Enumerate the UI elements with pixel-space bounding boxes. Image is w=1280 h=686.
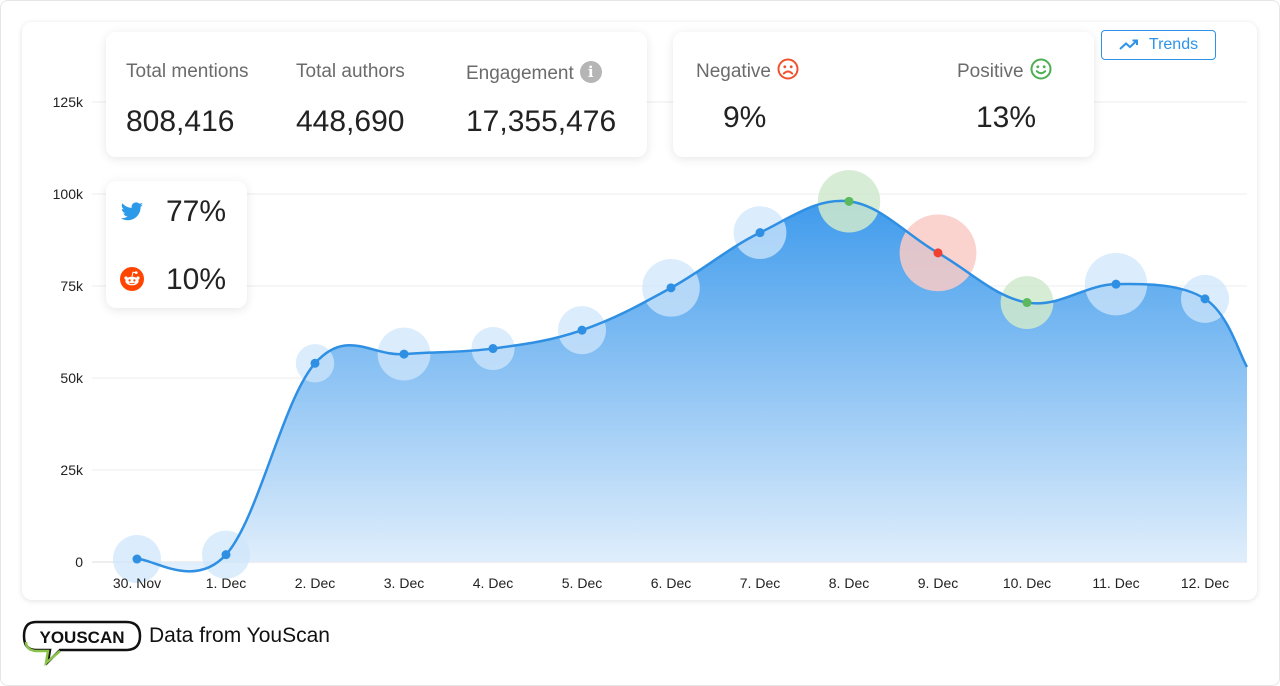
series-line — [136, 199, 1249, 573]
engagement-label-text: Engagement — [466, 63, 574, 84]
y-tick-label: 125k — [53, 94, 84, 110]
x-tick-label: 8. Dec — [829, 575, 869, 591]
y-tick-label: 100k — [53, 186, 84, 202]
data-point — [1111, 279, 1121, 289]
total-mentions-value: 808,416 — [126, 105, 235, 138]
data-point — [1022, 298, 1032, 308]
x-tick-label: 3. Dec — [384, 575, 424, 591]
data-point — [221, 550, 231, 560]
data-point — [577, 325, 587, 335]
x-tick-label: 10. Dec — [1003, 575, 1051, 591]
positive-label-text: Positive — [957, 61, 1024, 82]
data-point — [933, 248, 943, 258]
x-tick-label: 9. Dec — [918, 575, 958, 591]
data-point — [310, 358, 320, 368]
engagement-value: 17,355,476 — [466, 105, 617, 138]
total-authors-label: Total authors — [296, 61, 405, 82]
info-icon[interactable]: i — [579, 61, 602, 83]
x-tick-label: 1. Dec — [206, 575, 246, 591]
x-tick-label: 11. Dec — [1092, 575, 1139, 591]
trend-up-icon — [1119, 39, 1138, 50]
positive-value: 13% — [976, 101, 1037, 134]
reddit-icon — [120, 267, 144, 291]
data-point — [488, 344, 498, 354]
y-tick-label: 50k — [60, 370, 84, 386]
negative-label-text: Negative — [696, 61, 771, 82]
positive-label: Positive — [957, 58, 1052, 83]
trends-button[interactable]: Trends — [1101, 30, 1216, 60]
x-tick-label: 30. Nov — [113, 575, 161, 591]
footer-attribution: Data from YouScan — [149, 624, 330, 647]
reddit-share-value: 10% — [166, 263, 227, 296]
negative-label: Negative — [696, 58, 799, 83]
mentions-chart: 0 25k 50k 75k 100k 125k 30. Nov 1. Dec 2. Dec 3.… — [53, 94, 1249, 591]
y-tick-label: 25k — [60, 462, 84, 478]
x-tick-label: 5. Dec — [562, 575, 602, 591]
data-point — [132, 554, 142, 564]
twitter-icon — [120, 202, 143, 221]
y-tick-label: 0 — [75, 554, 83, 570]
happy-face-icon — [1030, 58, 1052, 80]
engagement-label: Engagement i — [466, 61, 602, 85]
x-tick-label: 7. Dec — [740, 575, 780, 591]
sources-panel: 77% 10% — [106, 181, 247, 308]
x-tick-label: 4. Dec — [473, 575, 513, 591]
total-authors-value: 448,690 — [296, 105, 405, 138]
trends-button-label: Trends — [1148, 36, 1199, 53]
sad-face-icon — [777, 58, 799, 80]
data-point — [399, 349, 409, 359]
youscan-logo: YOUSCAN — [22, 620, 142, 666]
y-tick-label: 75k — [60, 278, 84, 294]
data-point — [755, 228, 765, 238]
negative-value: 9% — [723, 101, 767, 134]
x-tick-label: 2. Dec — [295, 575, 335, 591]
total-mentions-label: Total mentions — [126, 61, 249, 82]
sentiment-panel: Negative 9% Positive 13% — [673, 32, 1094, 157]
x-tick-label: 12. Dec — [1181, 575, 1229, 591]
logo-wordmark: YOUSCAN — [39, 628, 124, 647]
data-point — [1200, 294, 1210, 304]
twitter-share-value: 77% — [166, 195, 227, 228]
x-tick-label: 6. Dec — [651, 575, 691, 591]
data-point — [844, 196, 854, 206]
data-point — [666, 283, 676, 293]
stats-panel: Total mentions 808,416 Total authors 448… — [106, 32, 647, 157]
area-fill — [137, 200, 1247, 572]
